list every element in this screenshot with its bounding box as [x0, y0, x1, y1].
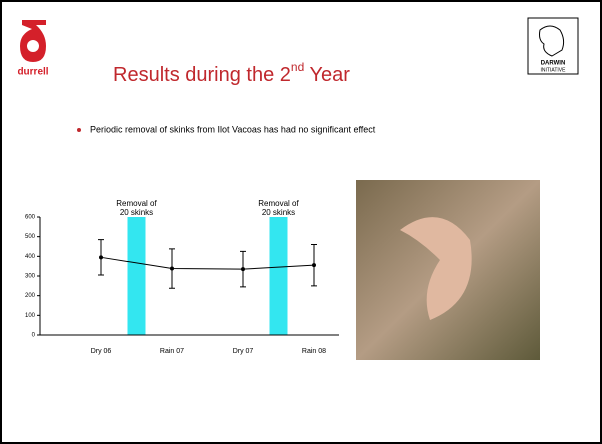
removal-band	[127, 217, 146, 335]
data-point	[241, 267, 245, 272]
x-tick-label: Dry 07	[233, 348, 254, 355]
bullet-text: Periodic removal of skinks from Ilot Vac…	[90, 124, 376, 134]
data-point	[99, 255, 103, 260]
y-tick-label: 400	[25, 254, 36, 260]
annotation: 20 skinks	[262, 208, 295, 217]
x-tick-label: Rain 07	[160, 348, 184, 355]
y-tick-label: 600	[25, 215, 36, 221]
bullet-dot	[77, 128, 81, 132]
y-tick-label: 200	[25, 293, 36, 299]
x-tick-label: Dry 06	[91, 348, 112, 355]
logo-line2: INITIATIVE	[541, 67, 567, 73]
durrell-logo: durrell	[17, 20, 49, 78]
title-sup: nd	[291, 60, 304, 74]
data-point	[170, 266, 174, 271]
removal-band	[269, 217, 288, 335]
logo-hole	[27, 40, 39, 52]
y-tick-label: 100	[25, 313, 36, 319]
y-tick-label: 0	[32, 333, 36, 339]
logo-line1: DARWIN	[541, 61, 566, 67]
x-tick-label: Rain 08	[302, 348, 326, 355]
annotation: Removal of	[258, 199, 299, 208]
photo-hand	[400, 217, 472, 320]
darwin-logo: DARWIN INITIATIVE	[527, 17, 579, 75]
data-point	[312, 263, 316, 268]
slide-title: Results during the 2nd Year	[113, 60, 350, 86]
title-tail: Year	[304, 64, 350, 86]
logo-text: durrell	[17, 67, 48, 78]
title-main: Results during the 2	[113, 64, 291, 86]
y-tick-label: 500	[25, 234, 36, 240]
bird	[539, 25, 565, 57]
series-line	[100, 256, 315, 270]
annotation: 20 skinks	[120, 208, 153, 217]
y-tick-label: 300	[25, 274, 36, 280]
annotation: Removal of	[116, 199, 157, 208]
logo-box	[527, 17, 579, 75]
